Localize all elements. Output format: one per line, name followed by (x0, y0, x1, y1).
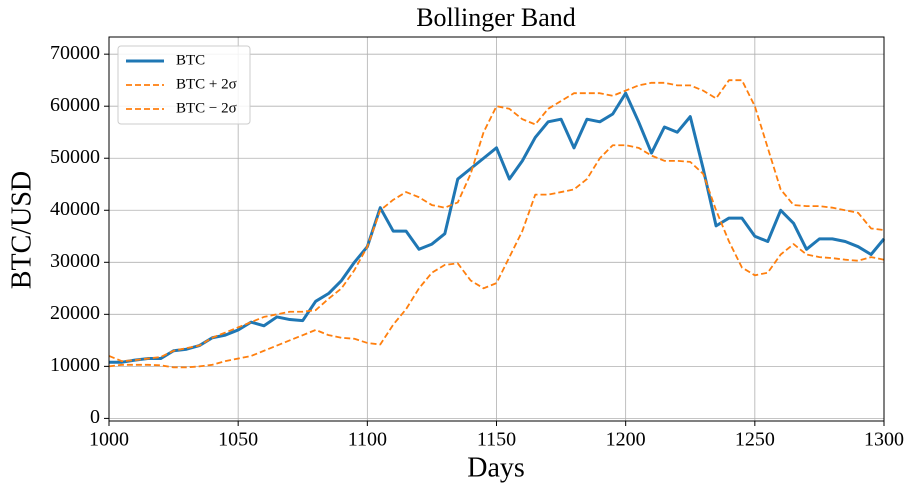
y-tick-label: 60000 (50, 94, 100, 116)
y-tick-label: 10000 (50, 354, 100, 376)
legend-label: BTC (176, 52, 205, 68)
y-axis-label: BTC/USD (6, 171, 37, 289)
y-tick-label: 40000 (50, 198, 100, 220)
x-tick-label: 1000 (89, 429, 129, 451)
legend-label: BTC + 2σ (176, 76, 237, 92)
x-tick-label: 1150 (477, 429, 516, 451)
y-tick-label: 0 (90, 406, 100, 428)
series-line (108, 144, 885, 369)
x-tick-label: 1200 (606, 429, 646, 451)
chart-title: Bollinger Band (416, 3, 576, 32)
legend-label: BTC − 2σ (176, 100, 237, 116)
x-tick-label: 1300 (864, 429, 904, 451)
legend-box (117, 45, 251, 125)
x-tick-label: 1250 (735, 429, 775, 451)
x-tick-label: 1050 (218, 429, 258, 451)
plot-frame (108, 36, 885, 422)
y-tick-label: 30000 (50, 250, 100, 272)
series-line (108, 79, 885, 363)
y-tick-label: 50000 (50, 146, 100, 168)
series-line (109, 91, 886, 364)
x-tick-label: 1100 (348, 429, 387, 451)
x-axis-label: Days (467, 452, 525, 483)
y-tick-label: 70000 (50, 42, 100, 64)
y-tick-label: 20000 (50, 302, 100, 324)
